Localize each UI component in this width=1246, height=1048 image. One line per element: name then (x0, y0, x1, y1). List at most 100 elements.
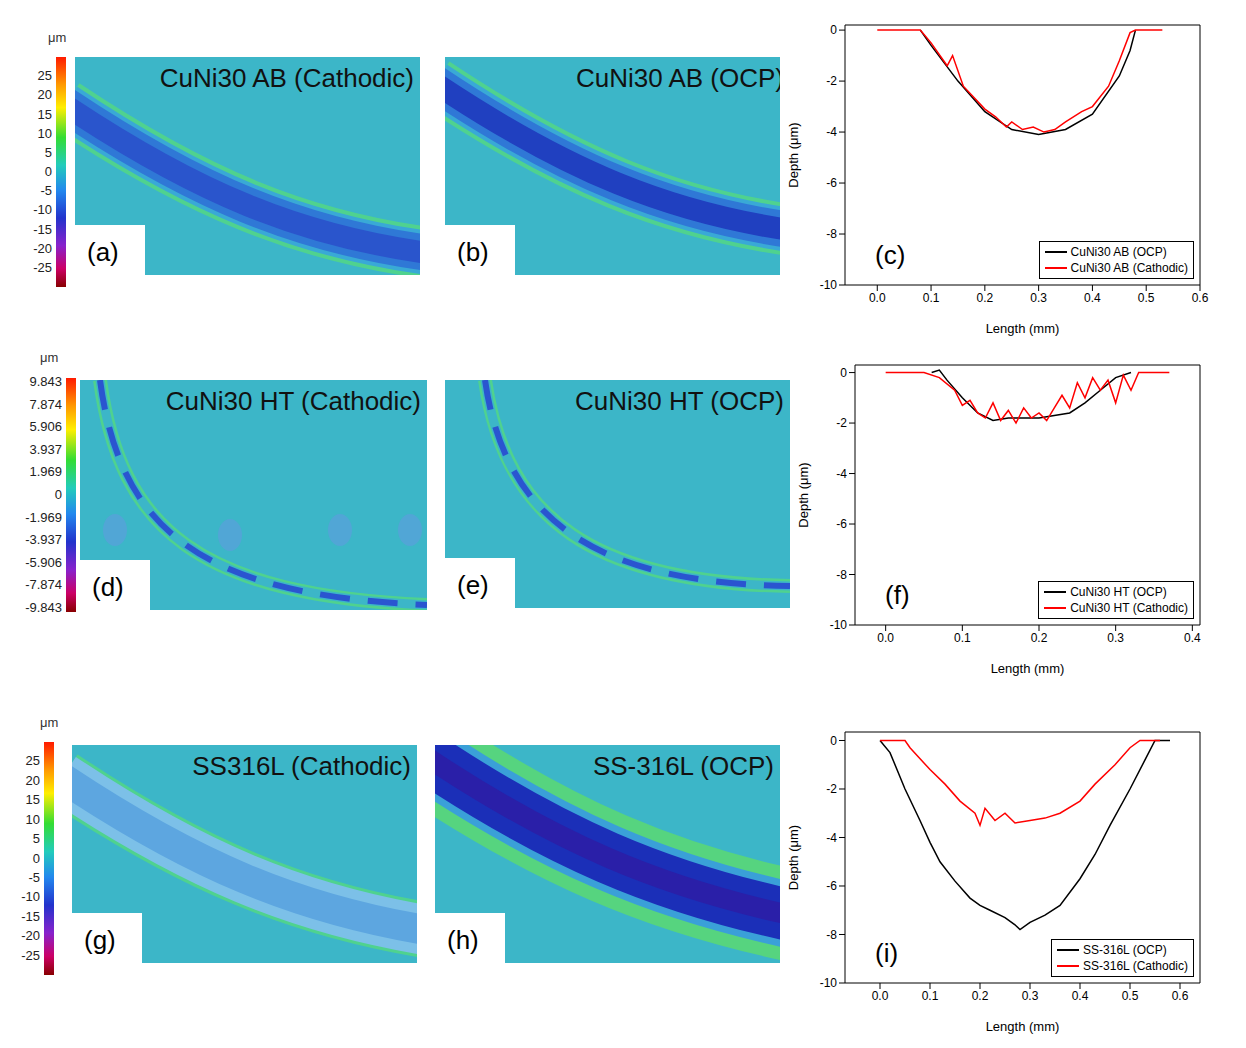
svg-text:0: 0 (830, 23, 837, 37)
html-text:CuNi30 HT (Cathodic): CuNi30 HT (Cathodic) (1070, 601, 1188, 615)
html-text:-5.906: -5.906 (25, 554, 62, 570)
svg-text:Depth (μm): Depth (μm) (786, 122, 801, 187)
html-text:SS-316L (OCP): SS-316L (OCP) (592, 751, 774, 781)
html-text:-20: -20 (21, 928, 40, 944)
svg-text:(h): (h) (447, 925, 479, 955)
svg-text:(a): (a) (87, 237, 119, 267)
svg-text:-8: -8 (836, 568, 847, 582)
svg-text:0.6: 0.6 (1172, 989, 1189, 1003)
html-text:10: 10 (25, 811, 40, 827)
html-text:-1.969: -1.969 (25, 509, 62, 525)
svg-text:0.3: 0.3 (1107, 631, 1124, 645)
svg-text:(d): (d) (92, 572, 124, 602)
html-text:-15: -15 (21, 908, 40, 924)
html-text:SS-316L (OCP): SS-316L (OCP) (1083, 943, 1167, 957)
html-text:7.874: 7.874 (29, 396, 62, 412)
svg-text:0.2: 0.2 (972, 989, 989, 1003)
svg-text:-6: -6 (826, 879, 837, 893)
html-text:CuNi30 HT (OCP): CuNi30 HT (OCP) (575, 386, 784, 416)
html-text:-10: -10 (33, 202, 52, 218)
html-text:9.843: 9.843 (29, 374, 62, 390)
html-text:10: 10 (37, 125, 52, 141)
html-text:CuNi30 AB (Cathodic): CuNi30 AB (Cathodic) (1070, 261, 1188, 275)
html-text:0: 0 (44, 164, 52, 179)
svg-text:0.6: 0.6 (1192, 291, 1209, 305)
svg-text:-2: -2 (836, 416, 847, 430)
html-text:CuNi30 AB (OCP): CuNi30 AB (OCP) (575, 63, 784, 93)
svg-text:-8: -8 (826, 928, 837, 942)
html-text:20: 20 (25, 772, 40, 788)
svg-text:Depth (μm): Depth (μm) (786, 825, 801, 890)
svg-text:0.4: 0.4 (1184, 631, 1201, 645)
svg-text:(b): (b) (457, 237, 489, 267)
svg-text:0.3: 0.3 (1030, 291, 1047, 305)
html-text:1.969: 1.969 (29, 464, 62, 480)
svg-text:0.5: 0.5 (1122, 989, 1139, 1003)
html-text:μm: μm (40, 350, 59, 365)
svg-text:Length (mm): Length (mm) (986, 321, 1060, 336)
html-text:-7.874: -7.874 (25, 577, 62, 593)
html-text:0: 0 (54, 487, 62, 502)
svg-text:0.1: 0.1 (923, 291, 940, 305)
svg-text:0.4: 0.4 (1084, 291, 1101, 305)
html-text:SS-316L (Cathodic): SS-316L (Cathodic) (1083, 959, 1188, 973)
svg-text:0.5: 0.5 (1138, 291, 1155, 305)
svg-text:0.4: 0.4 (1072, 989, 1089, 1003)
html-text:CuNi30 HT (Cathodic): CuNi30 HT (Cathodic) (165, 386, 421, 416)
html-text:-10: -10 (21, 889, 40, 905)
html-text:SS316L (Cathodic): SS316L (Cathodic) (192, 751, 411, 781)
svg-text:-6: -6 (836, 517, 847, 531)
svg-text:-6: -6 (826, 176, 837, 190)
html-text:5: 5 (32, 831, 40, 847)
html-text:15: 15 (25, 792, 40, 808)
html-text:25: 25 (37, 68, 52, 84)
svg-text:-10: -10 (820, 278, 838, 292)
html-text:-5: -5 (40, 183, 52, 199)
html-text:-9.843: -9.843 (25, 599, 62, 615)
svg-text:-2: -2 (826, 74, 837, 88)
svg-text:0.0: 0.0 (877, 631, 894, 645)
html-text:5.906: 5.906 (29, 419, 62, 435)
svg-text:0: 0 (840, 366, 847, 380)
svg-text:Length (mm): Length (mm) (986, 1019, 1060, 1034)
svg-text:0.3: 0.3 (1022, 989, 1039, 1003)
svg-text:-4: -4 (836, 467, 847, 481)
html-text:20: 20 (37, 87, 52, 103)
svg-text:0.1: 0.1 (954, 631, 971, 645)
html-text:-20: -20 (33, 240, 52, 256)
svg-text:0.1: 0.1 (922, 989, 939, 1003)
html-text:15: 15 (37, 106, 52, 122)
svg-text:-2: -2 (826, 782, 837, 796)
html-text:μm: μm (40, 715, 59, 730)
svg-text:-4: -4 (826, 125, 837, 139)
html-text:CuNi30 AB (OCP): CuNi30 AB (OCP) (1070, 245, 1167, 259)
html-text:-5: -5 (28, 869, 40, 885)
html-text:0: 0 (32, 850, 40, 866)
html-text:(c): (c) (875, 240, 906, 270)
html-text:CuNi30 AB (Cathodic): CuNi30 AB (Cathodic) (159, 63, 414, 93)
html-text:5: 5 (44, 144, 52, 160)
svg-text:-10: -10 (820, 976, 838, 990)
html-text:(f): (f) (885, 580, 910, 610)
svg-text:0.0: 0.0 (872, 989, 889, 1003)
svg-text:(g): (g) (84, 925, 116, 955)
svg-text:-10: -10 (830, 618, 848, 632)
svg-text:0.2: 0.2 (1031, 631, 1048, 645)
svg-text:Length (mm): Length (mm) (991, 661, 1065, 676)
svg-text:Depth (μm): Depth (μm) (796, 462, 811, 527)
svg-text:0.2: 0.2 (977, 291, 994, 305)
html-text:-25: -25 (33, 259, 52, 275)
html-text:3.937: 3.937 (29, 441, 62, 457)
svg-text:(e): (e) (457, 570, 489, 600)
svg-text:-8: -8 (826, 227, 837, 241)
html-text:-15: -15 (33, 221, 52, 237)
html-text:25: 25 (25, 753, 40, 769)
html-text:-25: -25 (21, 947, 40, 963)
svg-text:0: 0 (830, 734, 837, 748)
html-text:-3.937: -3.937 (25, 532, 62, 548)
svg-text:-4: -4 (826, 831, 837, 845)
html-text:CuNi30 HT (OCP): CuNi30 HT (OCP) (1070, 585, 1167, 599)
html-text:μm: μm (48, 30, 67, 45)
svg-text:0.0: 0.0 (869, 291, 886, 305)
html-text:(i): (i) (875, 938, 899, 968)
